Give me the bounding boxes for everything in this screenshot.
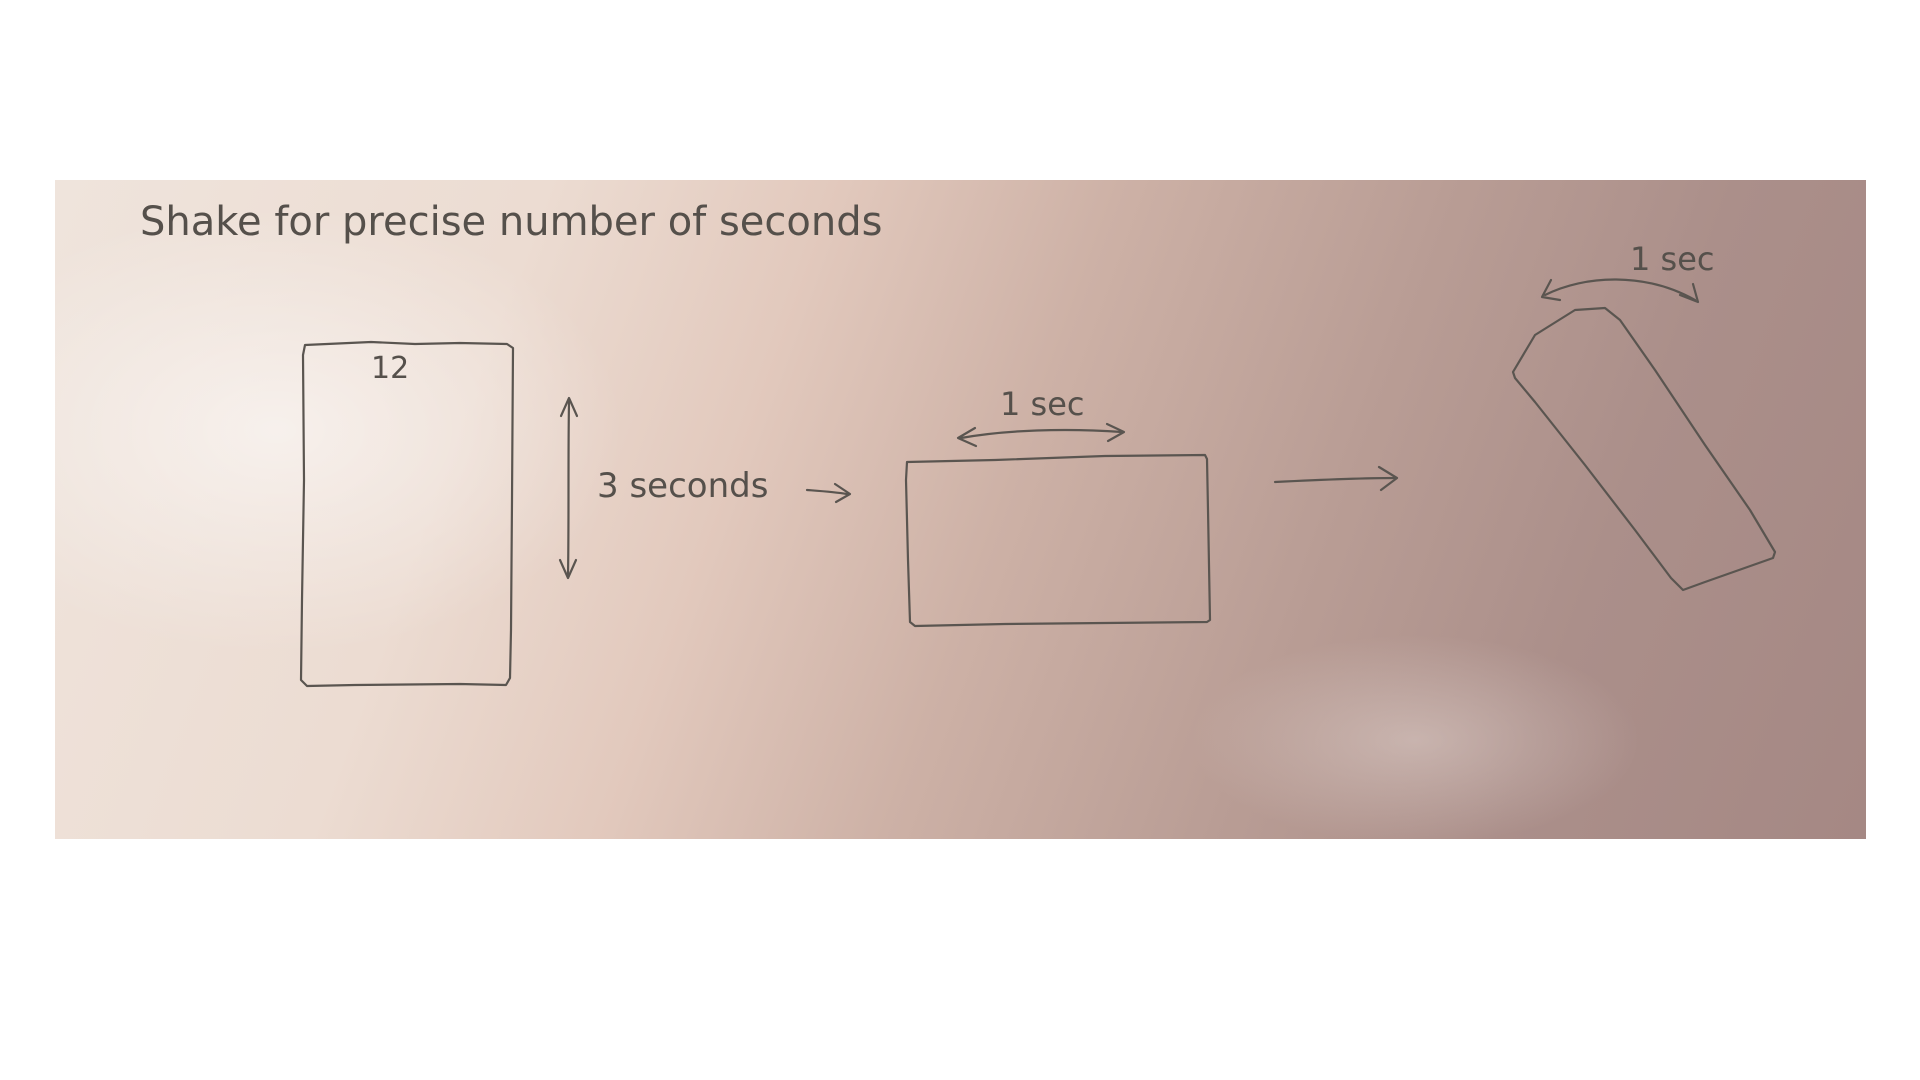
phone-portrait	[299, 340, 515, 688]
step3-duration-label: 1 sec	[1630, 240, 1714, 278]
step2-duration-label: 1 sec	[1000, 385, 1084, 423]
diagram-title: Shake for precise number of seconds	[140, 199, 882, 245]
phone-landscape	[904, 453, 1212, 628]
rotation-shake-arrow	[1540, 278, 1700, 304]
vertical-shake-arrow	[558, 396, 579, 580]
sketch-photo: Shake for precise number of seconds 12 3…	[55, 180, 1866, 839]
next-arrow-long	[1273, 465, 1399, 492]
sketch-diagram: Shake for precise number of seconds 12 3…	[140, 199, 1777, 688]
phone-number-label: 12	[371, 351, 409, 386]
phone-tilted	[1511, 306, 1777, 592]
horizontal-shake-arrow	[956, 422, 1126, 448]
step1-duration-label: 3 seconds	[597, 466, 768, 506]
next-arrow-small	[805, 482, 852, 504]
